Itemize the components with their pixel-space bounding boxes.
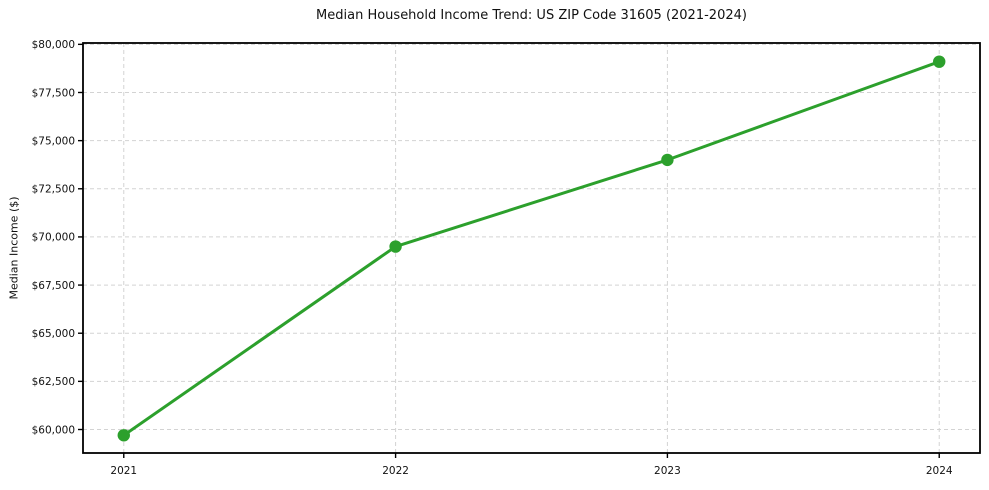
y-tick-label: $72,500: [32, 184, 75, 196]
x-tick-label: 2023: [654, 465, 681, 477]
data-point-marker: [661, 153, 674, 167]
trend-line: [122, 60, 941, 437]
y-tick-label: $77,500: [32, 87, 75, 99]
y-tick-label: $75,000: [32, 135, 75, 147]
y-tick-label: $80,000: [32, 39, 75, 51]
y-tick-label: $65,000: [32, 328, 75, 340]
x-tick-label: 2021: [110, 465, 137, 477]
x-tick-label: 2022: [382, 465, 409, 477]
chart-title: Median Household Income Trend: US ZIP Co…: [316, 8, 747, 23]
y-tick-label: $67,500: [32, 280, 75, 292]
axes-spines: [82, 42, 981, 454]
y-tick-label: $70,000: [32, 232, 75, 244]
data-point-marker: [117, 429, 130, 442]
x-tick-label: 2024: [926, 465, 953, 477]
data-point-marker: [933, 55, 946, 68]
y-tick-label: $62,500: [32, 376, 75, 388]
y-tick-label: $60,000: [32, 424, 75, 436]
data-point-marker: [389, 240, 402, 253]
